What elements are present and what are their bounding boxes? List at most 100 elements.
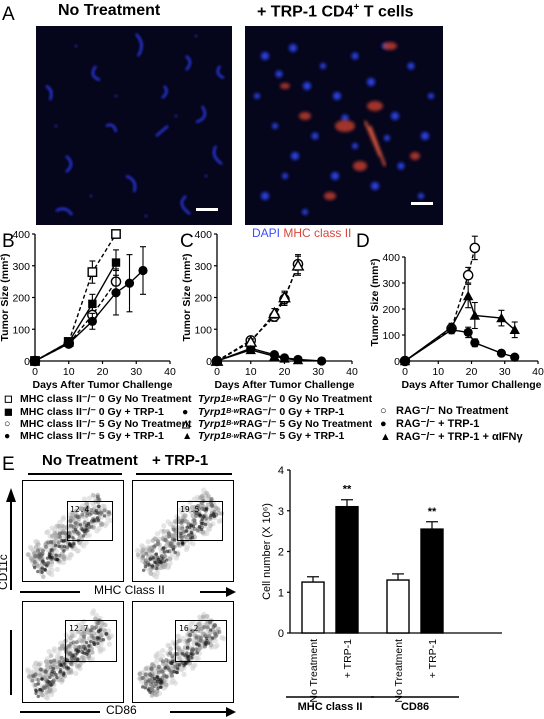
- y-tick-label: 0: [394, 356, 400, 368]
- facs-dot: [189, 530, 194, 535]
- facs-dot: [69, 543, 73, 548]
- x-axis-label: Days After Tumor Challenge: [401, 379, 541, 391]
- facs-dot: [62, 544, 67, 549]
- data-point-2-2: [267, 306, 281, 319]
- category-label-3: + TRP-1: [427, 639, 439, 678]
- facs-dot: [185, 645, 190, 650]
- facs-dot: [195, 528, 200, 533]
- facs-dot: [201, 614, 206, 620]
- facs-dot: [82, 506, 87, 511]
- facs-dot: [97, 629, 101, 633]
- y-tick-label: 400: [12, 229, 30, 241]
- facs-dot: [161, 556, 165, 561]
- facs-dot: [35, 548, 40, 553]
- facs-gate: [175, 620, 227, 662]
- facs-dot: [184, 544, 191, 550]
- micrograph-trp1-svg: [254, 42, 434, 215]
- legend-c-row-2: △ Tyrp1 B-w RAG⁻/⁻ 5 Gy No Treatment: [182, 418, 372, 430]
- facs-y-axis-arrow: [6, 488, 16, 695]
- panel-c-letter: C: [180, 231, 194, 252]
- facs-dot: [62, 671, 66, 676]
- facs-dot: [43, 568, 48, 572]
- facs-dot: [186, 533, 191, 537]
- data-point-2-4: [291, 259, 305, 271]
- legend-c-row-3: ▲ Tyrp1 B-w RAG⁻/⁻ 5 Gy + TRP-1: [182, 430, 372, 442]
- facs-dot: [149, 682, 154, 687]
- facs-dot: [36, 682, 40, 686]
- x-tick-label: 40: [164, 366, 176, 378]
- facs-dot: [59, 544, 64, 549]
- facs-dot: [159, 685, 163, 689]
- facs-dot: [96, 641, 100, 646]
- facs-dot: [102, 514, 107, 518]
- facs-dot: [106, 641, 112, 647]
- facs-dot: [56, 540, 61, 545]
- facs-dot: [160, 679, 164, 684]
- facs-dot: [158, 565, 164, 571]
- facs-dot: [189, 536, 193, 540]
- x-tick-label: 20: [97, 366, 109, 378]
- facs-dot: [153, 543, 158, 548]
- facs-dot: [35, 563, 41, 569]
- facs-cloud: [25, 492, 114, 580]
- facs-dot: [148, 673, 153, 678]
- facs-dot: [179, 531, 183, 536]
- facs-dot: [217, 629, 222, 634]
- facs-dot: [193, 647, 198, 652]
- facs-dot: [135, 552, 141, 558]
- facs-dot: [49, 548, 53, 552]
- facs-dot: [105, 515, 111, 521]
- facs-dot: [143, 666, 149, 671]
- stain-legend: DAPI MHC class II: [252, 226, 351, 240]
- significance-mark: **: [343, 484, 352, 496]
- micrograph-no-treatment: [36, 26, 232, 225]
- facs-dot: [162, 559, 167, 564]
- facs-dot: [197, 513, 202, 517]
- facs-dot: [183, 653, 187, 657]
- facs-dot: [148, 557, 152, 561]
- facs-dot: [173, 550, 177, 555]
- facs-dot: [154, 531, 161, 537]
- facs-dot: [94, 625, 99, 630]
- facs-dot: [201, 521, 205, 526]
- facs-dot: [73, 508, 79, 514]
- facs-dot: [75, 651, 79, 655]
- facs-dot: [208, 506, 214, 512]
- facs-dot: [68, 651, 73, 656]
- panel-a-left-title: No Treatment: [58, 2, 161, 19]
- x-tick-label: 40: [532, 366, 544, 378]
- facs-dot: [143, 672, 148, 677]
- facs-dot: [143, 686, 148, 690]
- filled-triangle-icon: ▲: [380, 430, 391, 443]
- facs-dot: [173, 555, 179, 561]
- series-line-0: [216, 263, 299, 362]
- facs-dot: [45, 556, 50, 560]
- data-point-3-5: [138, 265, 148, 276]
- facs-dot: [183, 506, 189, 512]
- facs-dot: [151, 556, 156, 560]
- facs-dot: [36, 694, 40, 699]
- facs-dot: [176, 541, 181, 546]
- legend-c-text-0: RAG⁻/⁻ 0 Gy No Treatment: [239, 393, 373, 406]
- facs-dot: [214, 642, 220, 649]
- facs-dot: [33, 544, 39, 550]
- legend-c-prefix-3: Tyrp1: [198, 430, 227, 443]
- facs-dot: [206, 641, 211, 645]
- facs-dot: [49, 540, 54, 545]
- facs-dot: [51, 648, 57, 654]
- facs-dot: [163, 666, 168, 670]
- facs-dot: [63, 662, 67, 666]
- panel-e-letter: E: [2, 454, 15, 475]
- facs-dot: [60, 539, 64, 543]
- data-point-3-4: [292, 354, 304, 365]
- facs-cloud: [25, 608, 115, 701]
- facs-dot: [84, 501, 90, 507]
- facs-dot: [150, 548, 155, 553]
- facs-dot: [75, 548, 81, 554]
- facs-dot: [98, 647, 104, 653]
- y-axis-label: Tumor Size (mm²): [369, 259, 381, 347]
- facs-dot: [55, 675, 59, 680]
- facs-dot: [177, 663, 182, 667]
- data-point-2-5: [509, 324, 520, 334]
